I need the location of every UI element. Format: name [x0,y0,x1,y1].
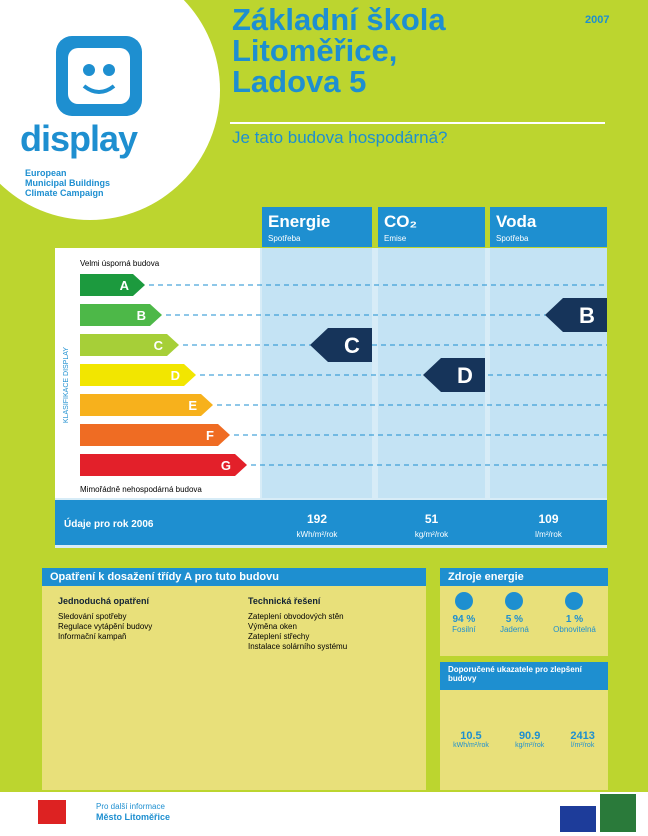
class-letter: C [154,338,164,353]
title-line: Litoměřice, [232,35,446,66]
poster: display European Municipal Buildings Cli… [0,0,648,836]
rating-letter: C [344,333,360,358]
top-label: Velmi úsporná budova [80,259,160,268]
column-subtitle: Spotřeba [496,234,529,243]
source-label: Jaderná [500,625,529,634]
footer: Pro další informace Město Litoměřice [0,792,648,836]
bottom-label: Mimořádně nehospodárná budova [80,485,202,494]
tagline: Climate Campaign [25,188,110,198]
column-title: Energie [268,212,330,231]
title: Základní škola Litoměřice, Ladova 5 [232,4,446,97]
indicator-value: 90.9 [515,730,544,742]
source: 1 %Obnovitelná [553,592,596,634]
indicators-panel: Doporučené ukazatele pro zlepšení budovy… [440,662,608,790]
year-label: Údaje pro rok 2006 [64,517,154,530]
rating-chart: Energie Spotřeba 192 kWh/m²/rok CO₂ Emise 51 kg… [0,200,648,550]
source-list: 94 %Fosilní 5 %Jaderná 1 %Obnovitelná [440,586,608,634]
source-value: 1 % [553,614,596,625]
column-title: Voda [496,212,537,231]
indicator-unit: l/m²/rok [570,742,594,749]
column-subtitle: Spotřeba [268,234,301,243]
class-letter: G [221,458,231,473]
tagline: European [25,168,110,178]
logo-tagline: European Municipal Buildings Climate Cam… [25,168,110,198]
source-icon [455,592,473,610]
indicators-title: Doporučené ukazatele pro zlepšení budovy [440,662,608,690]
rating-letter: B [579,303,595,328]
title-line: Ladova 5 [232,66,446,97]
tagline: Municipal Buildings [25,178,110,188]
footer-logo [38,800,66,824]
logo-icon [52,30,148,120]
column-value: 51 [425,512,439,526]
column-unit: kg/m²/rok [415,530,449,539]
source: 94 %Fosilní [452,592,476,634]
column-value: 192 [307,512,327,526]
indicator-value: 10.5 [453,730,489,742]
column-title: CO₂ [384,212,417,231]
axis-label: KLASIFIKACE DISPLAY [63,347,70,423]
class-letter: A [120,278,130,293]
source-icon [505,592,523,610]
column-unit: kWh/m²/rok [297,530,339,539]
class-letter: B [137,308,146,323]
source-label: Obnovitelná [553,625,596,634]
measure-item: Informační kampaň [58,632,208,642]
measure-item: Zateplení střechy [248,632,398,642]
measure-item: Sledování spotřeby [58,612,208,622]
footer-info: Pro další informace [96,802,165,811]
sources-title: Zdroje energie [440,568,608,586]
class-arrow [80,334,179,356]
indicator-unit: kWh/m²/rok [453,742,489,749]
measure-group: Technická řešení Zateplení obvodových stě… [248,596,398,652]
measure-group-title: Technická řešení [248,596,398,606]
class-letter: F [206,428,214,443]
class-arrow [80,274,145,296]
indicator-unit: kg/m²/rok [515,742,544,749]
measure-item: Výměna oken [248,622,398,632]
class-letter: D [171,368,180,383]
class-arrow [80,304,162,326]
measures-panel: Opatření k dosažení třídy A pro tuto bud… [42,568,426,790]
year: 2007 [585,14,609,26]
title-line: Základní škola [232,4,446,35]
indicator-value: 2413 [570,730,594,742]
rule [230,122,605,124]
column-unit: l/m²/rok [535,530,563,539]
logo-name: display [20,118,137,160]
sources-panel: Zdroje energie 94 %Fosilní 5 %Jaderná 1 %O… [440,568,608,656]
source-label: Fosilní [452,625,476,634]
measure-item: Regulace vytápění budovy [58,622,208,632]
measures-title: Opatření k dosažení třídy A pro tuto bud… [42,568,426,586]
source: 5 %Jaderná [500,592,529,634]
question: Je tato budova hospodárná? [232,128,448,148]
column-value: 109 [538,512,558,526]
measure-item: Zateplení obvodových stěn [248,612,398,622]
source-value: 94 % [452,614,476,625]
eu-flag [560,806,596,832]
class-letter: E [188,398,197,413]
column-subtitle: Emise [384,234,407,243]
source-icon [565,592,583,610]
footer-city: Město Litoměřice [96,812,170,822]
rating-letter: D [457,363,473,388]
partner-logo [600,794,636,832]
source-value: 5 % [500,614,529,625]
measure-item: Instalace solárního systému [248,642,398,652]
measure-group-title: Jednoduchá opatření [58,596,208,606]
